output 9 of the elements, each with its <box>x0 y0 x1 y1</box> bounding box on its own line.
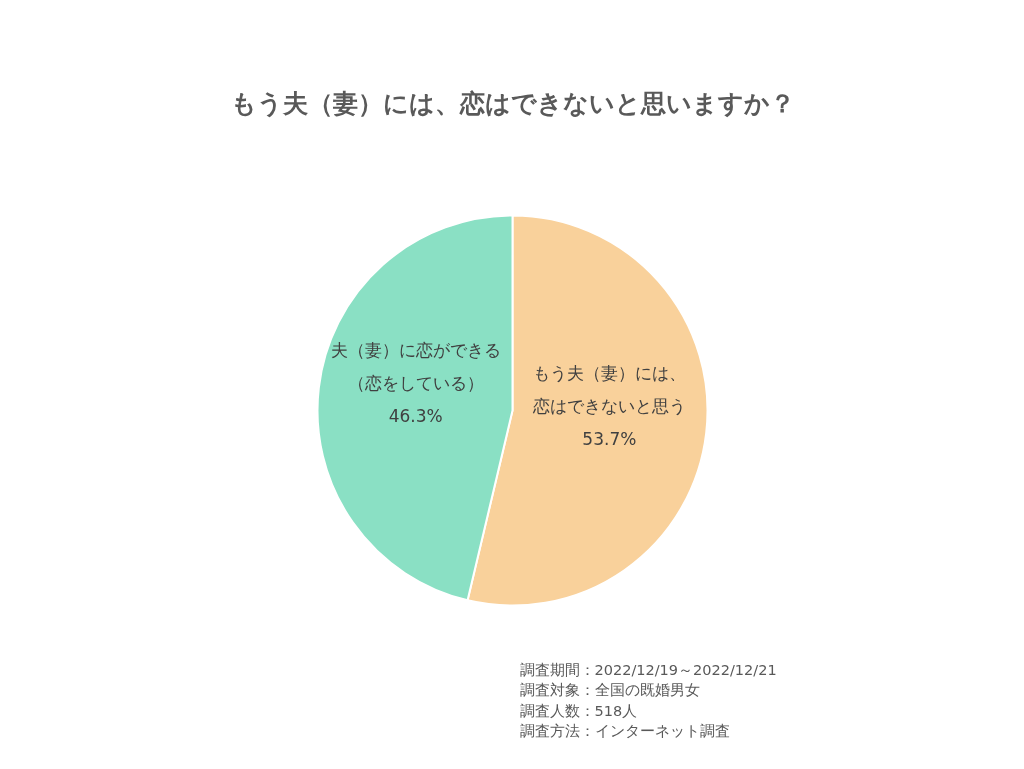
data-label: 53.7% <box>582 428 637 449</box>
text: 調査方法：インターネット調査 <box>519 723 730 739</box>
text: 調査対象：全国の既婚男女 <box>519 682 700 698</box>
text: 調査人数：518人 <box>519 702 638 719</box>
text: 調査期間：2022/12/19～2022/12/21 <box>519 661 777 678</box>
slice-label: もう夫（妻）には、恋はできないと思う <box>531 362 686 416</box>
slice-label: 夫（妻）に恋ができる（恋をしている） <box>330 340 501 394</box>
data-label: 46.3% <box>388 406 443 427</box>
chart-title: もう夫（妻）には、恋はできないと思いますか？ <box>230 89 795 118</box>
